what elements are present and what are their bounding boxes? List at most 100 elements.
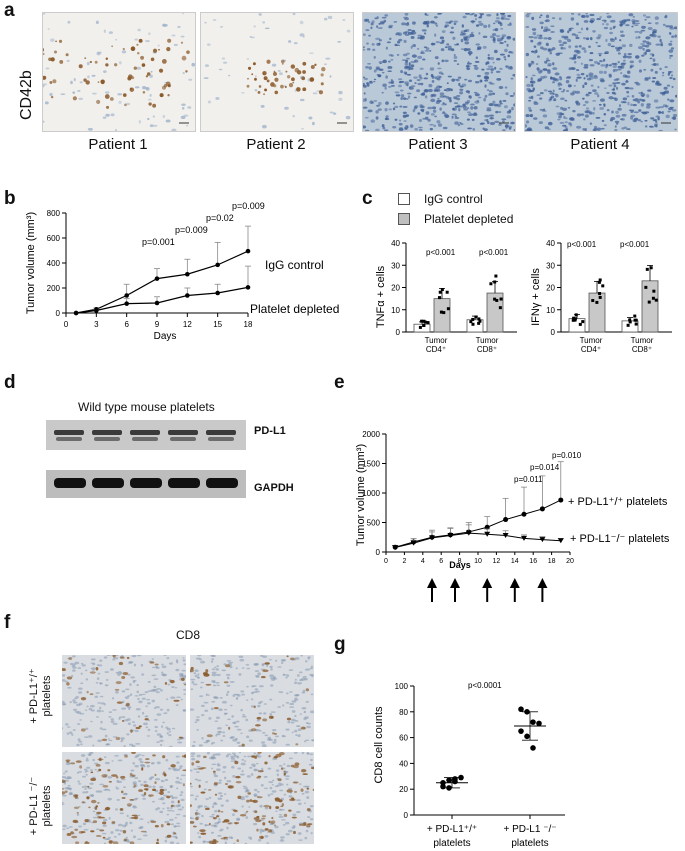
nucleus-dot — [176, 822, 181, 825]
panel-c-label: c — [362, 188, 373, 209]
nucleus-dot — [165, 698, 169, 701]
cd8-stain-dot — [160, 823, 164, 828]
treatment-arrow-icon — [509, 578, 520, 588]
row-label-wt-line2: platelets — [41, 675, 53, 717]
nucleus-dot — [85, 758, 89, 762]
nucleus-dot — [488, 114, 494, 117]
chart-g-point — [446, 785, 452, 791]
nucleus-dot — [413, 106, 418, 110]
nucleus-dot — [550, 25, 555, 28]
nucleus-dot — [43, 120, 45, 123]
chart-g-point — [440, 779, 446, 786]
nucleus-dot — [254, 675, 260, 677]
nucleus-dot — [432, 109, 437, 113]
nucleus-dot — [244, 812, 247, 815]
nucleus-dot — [63, 772, 66, 775]
nucleus-dot — [78, 687, 83, 690]
nucleus-dot — [398, 78, 403, 81]
nucleus-dot — [621, 127, 625, 130]
nucleus-dot — [80, 754, 86, 757]
nucleus-dot — [100, 702, 105, 705]
nucleus-dot — [575, 78, 578, 82]
cd8-stain-dot — [95, 764, 101, 767]
nucleus-dot — [248, 806, 251, 808]
nucleus-dot — [161, 671, 164, 674]
nucleus-dot — [597, 52, 603, 55]
nucleus-dot — [585, 107, 590, 110]
stain-dot — [145, 75, 149, 78]
cd8-stain-dot — [74, 828, 79, 831]
nucleus-dot — [219, 25, 224, 28]
nucleus-dot — [281, 819, 286, 821]
nucleus-dot — [437, 97, 440, 100]
nucleus-dot — [371, 43, 375, 46]
nucleus-dot — [141, 697, 146, 700]
cd8-stain-dot — [203, 673, 210, 677]
chart-b-point — [124, 301, 129, 306]
nucleus-dot — [670, 47, 675, 50]
nucleus-dot — [390, 54, 394, 57]
nucleus-dot — [198, 835, 202, 839]
nucleus-dot — [67, 726, 71, 728]
nucleus-dot — [434, 33, 437, 37]
cd8-stain-dot — [66, 832, 72, 836]
chart-b-series-line — [76, 250, 249, 314]
nucleus-dot — [287, 829, 293, 833]
nucleus-dot — [250, 691, 254, 695]
nucleus-dot — [279, 836, 285, 839]
nucleus-dot — [621, 44, 627, 48]
nucleus-dot — [668, 49, 674, 53]
nucleus-dot — [392, 126, 397, 129]
chart-c-right-data-point — [598, 278, 602, 282]
patient-1-label: Patient 1 — [88, 136, 148, 153]
nucleus-dot — [377, 74, 382, 78]
chart-c-right-data-point — [644, 285, 648, 289]
nucleus-dot — [78, 771, 82, 773]
nucleus-dot — [576, 113, 582, 117]
nucleus-dot — [338, 97, 343, 102]
cd8-stain-dot — [122, 671, 129, 676]
nucleus-dot — [261, 744, 267, 746]
nucleus-dot — [365, 65, 369, 69]
nucleus-dot — [132, 724, 137, 727]
chart-b-x-tick-label: 3 — [94, 320, 99, 329]
nucleus-dot — [327, 15, 333, 20]
nucleus-dot — [483, 97, 486, 102]
nucleus-dot — [180, 35, 185, 38]
nucleus-dot — [634, 24, 639, 27]
nucleus-dot — [273, 738, 277, 742]
nucleus-dot — [451, 113, 457, 116]
nucleus-dot — [254, 688, 259, 691]
nucleus-dot — [405, 124, 409, 129]
nucleus-dot — [216, 684, 220, 687]
nucleus-dot — [270, 711, 276, 713]
nucleus-dot — [482, 45, 487, 49]
nucleus-dot — [323, 17, 328, 21]
nucleus-dot — [504, 48, 508, 53]
nucleus-dot — [513, 92, 515, 96]
nucleus-dot — [309, 753, 314, 756]
nucleus-dot — [229, 704, 233, 707]
nucleus-dot — [225, 724, 229, 727]
nucleus-dot — [253, 788, 258, 792]
nucleus-dot — [164, 820, 170, 824]
nucleus-dot — [643, 52, 647, 56]
nucleus-dot — [292, 114, 295, 118]
nucleus-dot — [484, 71, 490, 75]
nucleus-dot — [583, 49, 587, 53]
nucleus-dot — [380, 21, 385, 25]
nucleus-dot — [305, 829, 309, 833]
nucleus-dot — [418, 74, 422, 78]
cd8-stain-dot — [205, 683, 212, 686]
nucleus-dot — [454, 105, 460, 108]
nucleus-dot — [394, 118, 398, 121]
nucleus-dot — [614, 62, 618, 66]
nucleus-dot — [385, 46, 388, 50]
nucleus-dot — [539, 97, 543, 100]
nucleus-dot — [182, 688, 186, 691]
nucleus-dot — [207, 100, 212, 104]
nucleus-dot — [419, 67, 424, 70]
nucleus-dot — [310, 693, 314, 696]
nucleus-dot — [411, 54, 417, 58]
nucleus-dot — [227, 753, 232, 756]
